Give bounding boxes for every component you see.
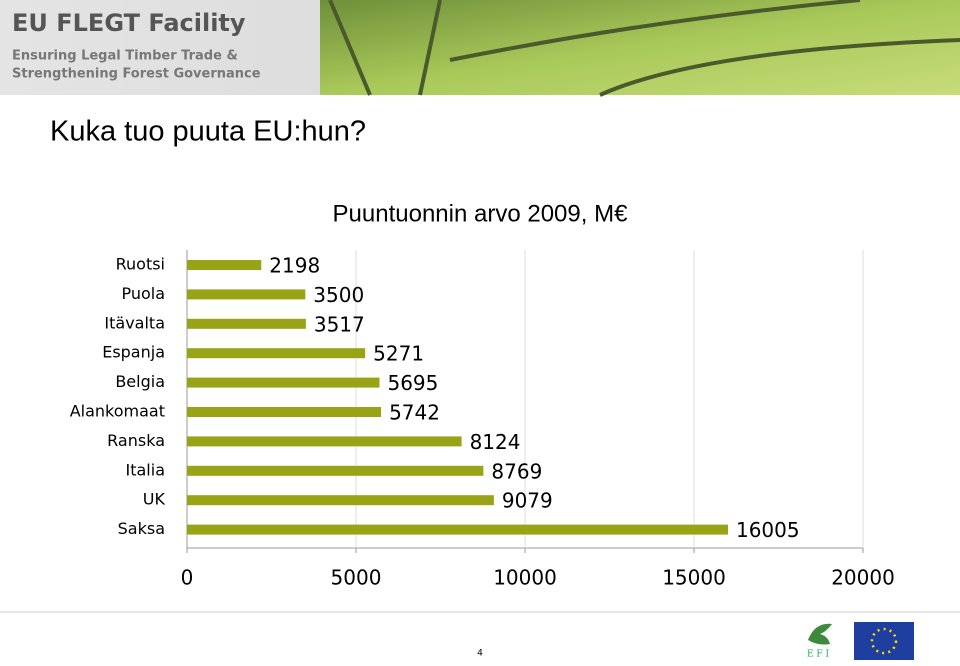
bar: [187, 407, 382, 417]
x-tick-label: 15000: [662, 566, 726, 590]
efi-leaf: [808, 623, 832, 645]
value-label: 8124: [470, 430, 521, 454]
y-tick-label: Belgia: [115, 372, 165, 391]
value-label: 5695: [387, 371, 438, 395]
chart-title: Puuntuonnin arvo 2009, M€: [333, 200, 629, 227]
x-tick-label: 0: [181, 566, 194, 590]
value-label: 9079: [502, 489, 553, 513]
value-label: 5271: [373, 342, 424, 366]
bar: [187, 465, 484, 476]
eu-flag: [854, 622, 914, 660]
y-tick-label: Puola: [121, 284, 165, 303]
tagline: Ensuring Legal Timber Trade &: [12, 49, 238, 64]
y-tick-label: Alankomaat: [70, 402, 165, 421]
value-label: 5742: [389, 401, 440, 425]
logo-title: EU FLEGT Facility: [12, 9, 246, 37]
y-tick-label: Ruotsi: [116, 255, 165, 274]
x-tick-label: 5000: [331, 566, 382, 590]
efi-text: E F I: [807, 650, 830, 660]
banner: EU FLEGT Facility Ensuring Legal Timber …: [0, 0, 960, 97]
y-tick-label: Itävalta: [104, 313, 165, 332]
flag-field: [854, 622, 914, 660]
bar: [187, 348, 366, 359]
bar: [187, 436, 462, 447]
bar: [187, 318, 306, 329]
page-number: 4: [477, 649, 483, 659]
tagline: Strengthening Forest Governance: [12, 67, 261, 82]
bar: [187, 260, 262, 270]
y-tick-label: Espanja: [102, 343, 165, 362]
value-label: 16005: [736, 518, 800, 542]
efi-logo: E F I: [807, 623, 832, 660]
leaf-veins: [328, 0, 960, 97]
plot: 0 5000 10000 15000 20000 Ruotsi 2198 Puola 3500 I…: [70, 250, 895, 590]
bar: [187, 377, 380, 388]
bar: [187, 524, 728, 535]
value-label: 8769: [491, 459, 542, 483]
value-label: 2198: [269, 254, 320, 278]
y-tick-label: UK: [143, 490, 166, 509]
value-label: 3500: [313, 283, 364, 307]
slide-title: Kuka tuo puuta EU:hun?: [50, 116, 366, 148]
x-tick-label: 10000: [493, 566, 557, 590]
bar: [187, 289, 306, 300]
flag-stars: [870, 627, 898, 655]
y-tick-label: Saksa: [118, 519, 165, 538]
bar: [187, 495, 494, 506]
x-tick-label: 20000: [831, 566, 895, 590]
value-label: 3517: [314, 312, 365, 336]
y-tick-label: Italia: [126, 460, 166, 479]
y-tick-label: Ranska: [107, 431, 165, 450]
